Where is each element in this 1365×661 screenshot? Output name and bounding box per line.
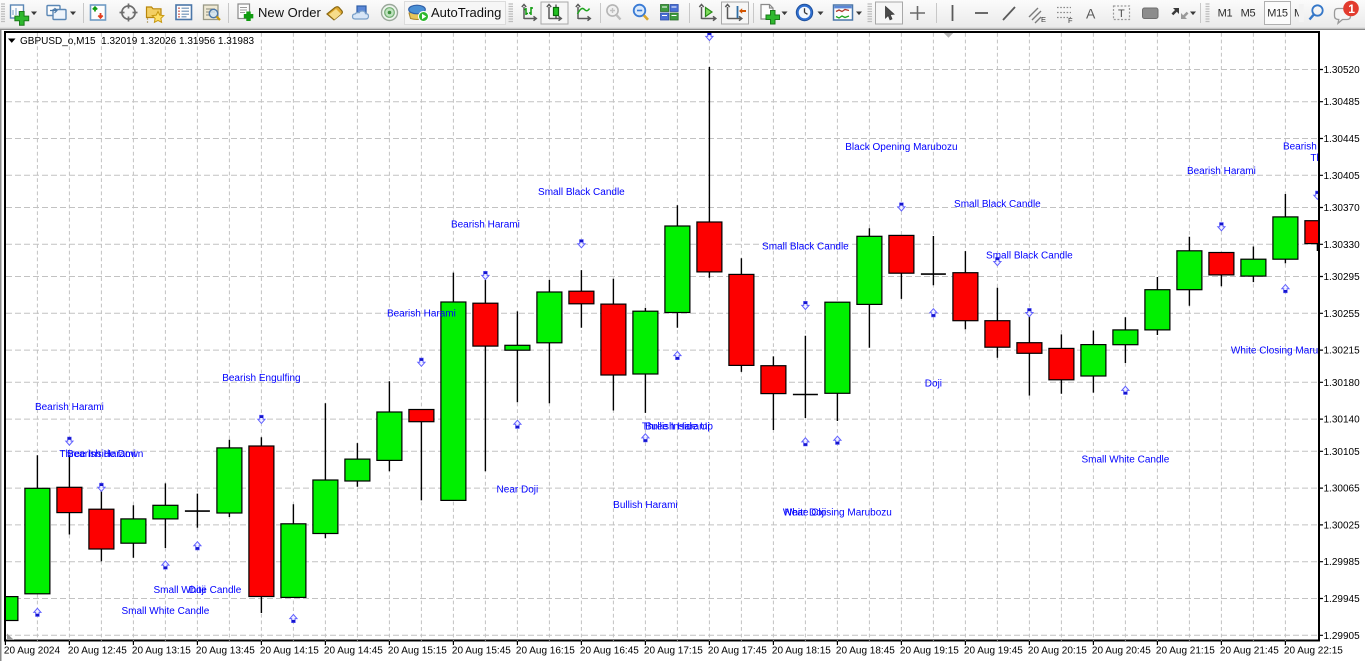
svg-text:Small White Candle: Small White Candle (153, 585, 241, 596)
svg-text:Three Inside Down: Three Inside Down (59, 449, 143, 460)
svg-text:1.30405: 1.30405 (1324, 171, 1361, 182)
svg-text:Bullish Harami: Bullish Harami (613, 500, 677, 511)
svg-text:1.30065: 1.30065 (1324, 484, 1361, 495)
svg-text:A: A (1086, 6, 1096, 22)
svg-text:White Closing Marubozu: White Closing Marubozu (783, 507, 892, 518)
svg-text:M1: M1 (1218, 8, 1233, 20)
svg-text:20 Aug 15:45: 20 Aug 15:45 (452, 646, 511, 657)
svg-text:E: E (1041, 15, 1046, 24)
svg-text:1.29945: 1.29945 (1324, 594, 1361, 605)
svg-text:1: 1 (1348, 2, 1355, 16)
svg-text:20 Aug 16:45: 20 Aug 16:45 (580, 646, 639, 657)
svg-text:Bearish Harami: Bearish Harami (1283, 142, 1352, 153)
svg-text:20 Aug 20:15: 20 Aug 20:15 (1028, 646, 1087, 657)
svg-text:1.30485: 1.30485 (1324, 97, 1361, 108)
svg-text:Three Inside Up: Three Inside Up (1310, 153, 1365, 164)
svg-text:1.30370: 1.30370 (1324, 203, 1361, 214)
svg-text:Small Black Candle: Small Black Candle (538, 187, 625, 198)
svg-text:New Order: New Order (258, 5, 322, 20)
svg-text:Doji: Doji (925, 379, 942, 390)
svg-text:1.29905: 1.29905 (1324, 631, 1361, 642)
svg-text:1.30330: 1.30330 (1324, 240, 1361, 251)
svg-text:1.30140: 1.30140 (1324, 415, 1361, 426)
svg-text:1.30255: 1.30255 (1324, 309, 1361, 320)
svg-text:20 Aug 13:45: 20 Aug 13:45 (196, 646, 255, 657)
svg-text:20 Aug 2024: 20 Aug 2024 (4, 646, 61, 657)
svg-text:Bullish Harami: Bullish Harami (645, 421, 709, 432)
svg-text:20 Aug 17:45: 20 Aug 17:45 (708, 646, 767, 657)
svg-text:1.29985: 1.29985 (1324, 557, 1361, 568)
svg-text:Bearish Harami: Bearish Harami (387, 309, 456, 320)
svg-text:20 Aug 16:15: 20 Aug 16:15 (516, 646, 575, 657)
svg-text:Small Black Candle: Small Black Candle (762, 242, 849, 253)
svg-text:Bearish Harami: Bearish Harami (451, 220, 520, 231)
svg-text:20 Aug 14:15: 20 Aug 14:15 (260, 646, 319, 657)
svg-text:20 Aug 14:45: 20 Aug 14:45 (324, 646, 383, 657)
svg-text:Doji: Doji (189, 585, 206, 596)
svg-text:Black Opening Marubozu: Black Opening Marubozu (845, 142, 957, 153)
svg-text:20 Aug 17:15: 20 Aug 17:15 (644, 646, 703, 657)
svg-text:20 Aug 20:45: 20 Aug 20:45 (1092, 646, 1151, 657)
svg-text:Near Doji: Near Doji (785, 507, 827, 518)
svg-text:M15: M15 (1267, 8, 1288, 20)
svg-text:1.30445: 1.30445 (1324, 134, 1361, 145)
svg-text:20 Aug 18:45: 20 Aug 18:45 (836, 646, 895, 657)
svg-text:1.30025: 1.30025 (1324, 520, 1361, 531)
svg-text:GBPUSD_o,M15 1.32019 1.32026: GBPUSD_o,M15 1.32019 1.32026 1.31956 1.3… (20, 36, 255, 47)
svg-text:1.30215: 1.30215 (1324, 346, 1361, 357)
svg-text:Small White Candle: Small White Candle (1081, 454, 1169, 465)
svg-text:White Closing Marubozu: White Closing Marubozu (1231, 345, 1340, 356)
svg-text:AutoTrading: AutoTrading (431, 5, 501, 20)
svg-text:Bearish Harami: Bearish Harami (1187, 166, 1256, 177)
svg-text:1.30520: 1.30520 (1324, 65, 1361, 76)
svg-text:Three Inside Up: Three Inside Up (642, 421, 714, 432)
svg-text:Near Doji: Near Doji (497, 485, 539, 496)
svg-text:1.30105: 1.30105 (1324, 447, 1361, 458)
svg-text:M: M (1294, 8, 1303, 20)
svg-text:M5: M5 (1241, 8, 1256, 20)
svg-text:Small Black Candle: Small Black Candle (954, 199, 1041, 210)
svg-text:1.30295: 1.30295 (1324, 272, 1361, 283)
svg-text:20 Aug 13:15: 20 Aug 13:15 (132, 646, 191, 657)
svg-text:20 Aug 21:45: 20 Aug 21:45 (1220, 646, 1279, 657)
svg-text:20 Aug 21:15: 20 Aug 21:15 (1156, 646, 1215, 657)
svg-text:20 Aug 19:45: 20 Aug 19:45 (964, 646, 1023, 657)
svg-text:T: T (1118, 8, 1125, 20)
svg-text:20 Aug 15:15: 20 Aug 15:15 (388, 646, 447, 657)
svg-text:20 Aug 22:15: 20 Aug 22:15 (1284, 646, 1343, 657)
svg-text:Small Black Candle: Small Black Candle (986, 251, 1073, 262)
svg-text:20 Aug 19:15: 20 Aug 19:15 (900, 646, 959, 657)
svg-text:Bearish Harami: Bearish Harami (67, 449, 136, 460)
svg-text:Bearish Engulfing: Bearish Engulfing (222, 373, 300, 384)
svg-text:Small White Candle: Small White Candle (121, 606, 209, 617)
svg-text:20 Aug 12:45: 20 Aug 12:45 (68, 646, 127, 657)
svg-text:Bearish Harami: Bearish Harami (35, 402, 104, 413)
svg-text:20 Aug 18:15: 20 Aug 18:15 (772, 646, 831, 657)
svg-text:F: F (1068, 16, 1073, 25)
svg-text:1.30180: 1.30180 (1324, 378, 1361, 389)
